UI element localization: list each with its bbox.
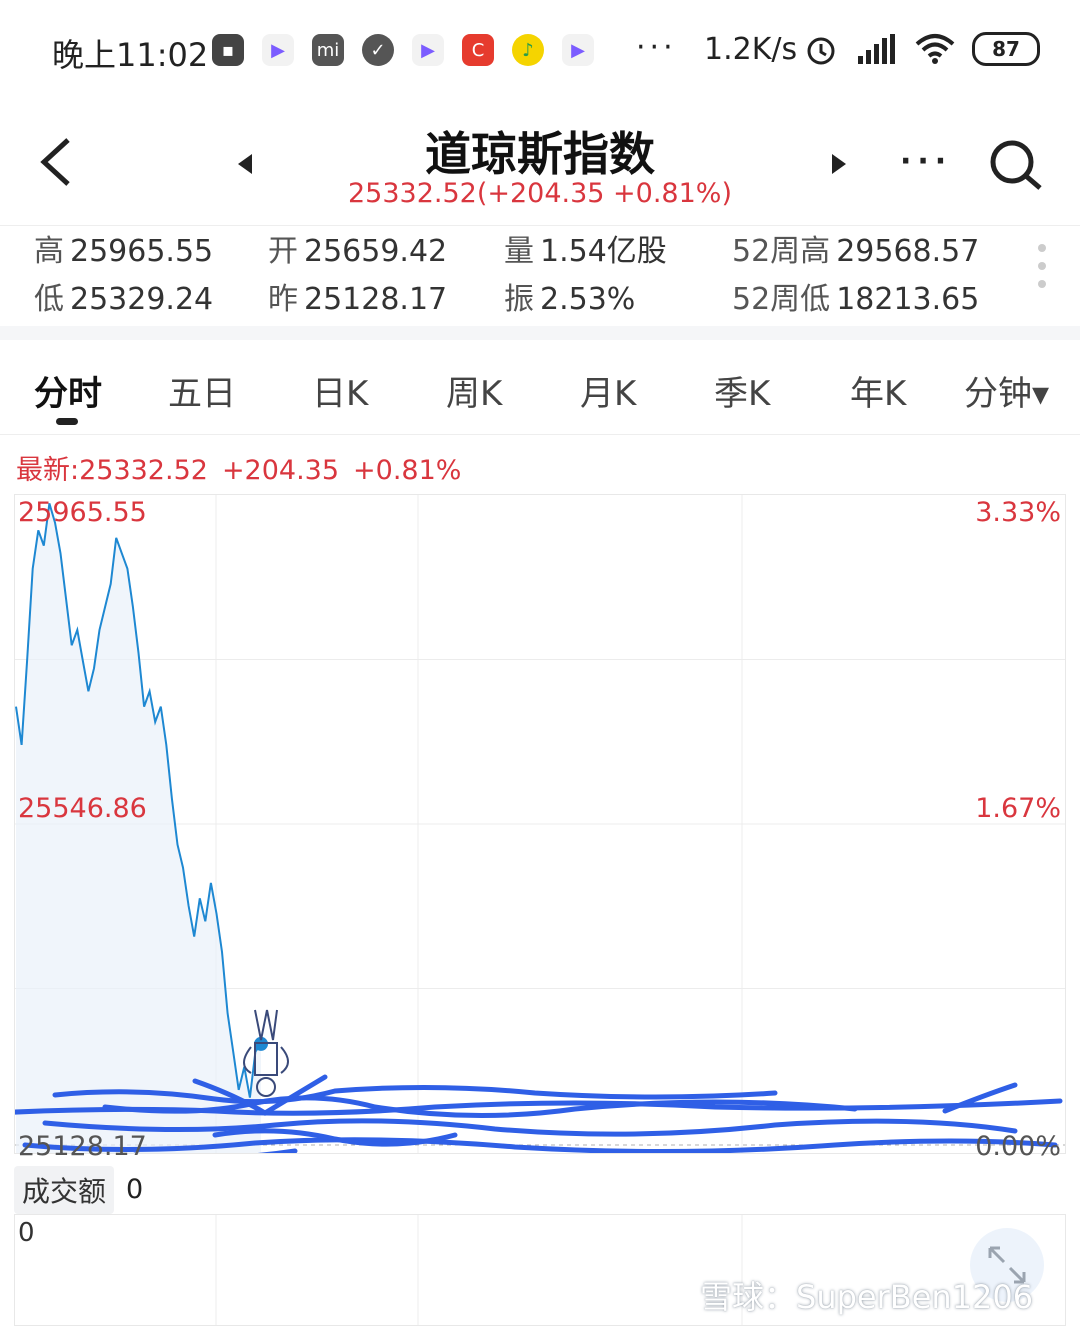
stat-volume: 量 1.54亿股: [504, 234, 667, 269]
period-tabs: 分时 五日 日K 周K 月K 季K 年K 分钟▾: [0, 342, 1080, 435]
page-title: 道琼斯指数: [425, 127, 655, 181]
stats-expand-icon[interactable]: [1038, 244, 1046, 298]
doodle-stroke: [22, 1137, 1058, 1153]
network-speed: 1.2K/s: [704, 32, 798, 67]
back-arrow-icon[interactable]: [36, 136, 76, 188]
tab-daily-k[interactable]: 日K: [312, 374, 369, 414]
price-line-chart: [15, 495, 1065, 1153]
pct-label-mid: 1.67%: [975, 793, 1061, 824]
status-overflow: ···: [636, 30, 677, 65]
price-line: [15, 503, 262, 1098]
tab-five-day[interactable]: 五日: [168, 374, 236, 414]
next-stock-icon[interactable]: [828, 152, 848, 176]
pct-label-bottom: 0.00%: [975, 1131, 1061, 1162]
video-play-icon: ▶: [562, 34, 594, 66]
music-icon: ♪: [512, 34, 544, 66]
system-icons: 87: [804, 32, 1040, 66]
active-tab-indicator: [56, 418, 78, 425]
volume-value: 0: [126, 1174, 144, 1205]
stat-amplitude: 振 2.53%: [504, 282, 636, 317]
stat-high: 高 25965.55: [34, 234, 214, 269]
status-bar: 晚上11:02 ▪ ▶ mi ✓ ▶ C ♪ ▶ ··· 1.2K/s 87: [0, 0, 1080, 100]
notification-icons: ▪ ▶ mi ✓ ▶ C ♪ ▶: [212, 34, 594, 66]
wifi-icon: [915, 34, 955, 64]
check-circle-icon: ✓: [362, 34, 394, 66]
tab-intraday[interactable]: 分时: [34, 374, 102, 414]
618-app-icon: C: [462, 34, 494, 66]
y-label-bottom: 25128.17: [18, 1131, 147, 1162]
video-play-icon: ▶: [262, 34, 294, 66]
video-play-icon: ▶: [412, 34, 444, 66]
doodle-stroke: [52, 1084, 778, 1105]
doodle-figure: [243, 1009, 289, 1076]
latest-change: +204.35: [221, 455, 340, 486]
y-label-mid: 25546.86: [18, 793, 147, 824]
pct-label-top: 3.33%: [975, 497, 1061, 528]
quote-stats: 高 25965.55 开 25659.42 量 1.54亿股 52周高 29568.57…: [0, 226, 1080, 326]
watermark-text: 雪球：SuperBen1206: [700, 1278, 1034, 1316]
doodle-stroke: [212, 1128, 458, 1147]
tab-quarterly-k[interactable]: 季K: [714, 374, 771, 414]
stat-low: 低 25329.24: [34, 282, 214, 317]
tab-weekly-k[interactable]: 周K: [446, 374, 503, 414]
price-summary: 25332.52(+204.35 +0.81%): [348, 178, 732, 209]
message-icon: ▪: [212, 34, 244, 66]
volume-label: 成交额: [14, 1166, 115, 1214]
latest-quote: 最新:25332.52 +204.35 +0.81%: [16, 448, 475, 487]
doodle-stroke: [42, 1118, 1018, 1137]
stock-header: 道琼斯指数 25332.52(+204.35 +0.81%) ···: [0, 100, 1080, 226]
doodle-stroke: [192, 1074, 328, 1116]
latest-change-pct: +0.81%: [353, 455, 462, 486]
volume-axis-zero: 0: [18, 1218, 35, 1248]
y-label-top: 25965.55: [18, 497, 147, 528]
stat-open: 开 25659.42: [268, 234, 448, 269]
price-area-fill: [16, 503, 261, 1153]
stat-52w-low: 52周低 18213.65: [732, 282, 980, 317]
stat-prev-close: 昨 25128.17: [268, 282, 448, 317]
alarm-icon: [807, 37, 835, 65]
doodle-stroke: [102, 1095, 858, 1119]
section-divider: [0, 326, 1080, 340]
status-time: 晚上11:02: [52, 36, 209, 74]
search-icon[interactable]: [988, 138, 1044, 194]
doodle-overlay: [15, 1009, 1063, 1153]
mi-store-icon: mi: [312, 34, 344, 66]
previous-stock-icon[interactable]: [236, 152, 256, 176]
expand-icon: [988, 1246, 1026, 1284]
tab-monthly-k[interactable]: 月K: [580, 374, 637, 414]
battery-indicator: 87: [972, 32, 1040, 66]
latest-price: 最新:25332.52: [16, 455, 208, 486]
tab-yearly-k[interactable]: 年K: [850, 374, 907, 414]
signal-icon: [858, 34, 895, 64]
doodle-figure-head: [256, 1077, 276, 1097]
tab-minute-dropdown[interactable]: 分钟▾: [964, 374, 1050, 414]
intraday-chart[interactable]: 25965.55 25546.86 25128.17 3.33% 1.67% 0…: [14, 494, 1066, 1162]
volume-grid: [215, 1215, 743, 1325]
doodle-stroke: [942, 1082, 1018, 1114]
stat-52w-high: 52周高 29568.57: [732, 234, 980, 269]
fullscreen-button[interactable]: [970, 1228, 1044, 1302]
more-menu-button[interactable]: ···: [900, 144, 953, 179]
